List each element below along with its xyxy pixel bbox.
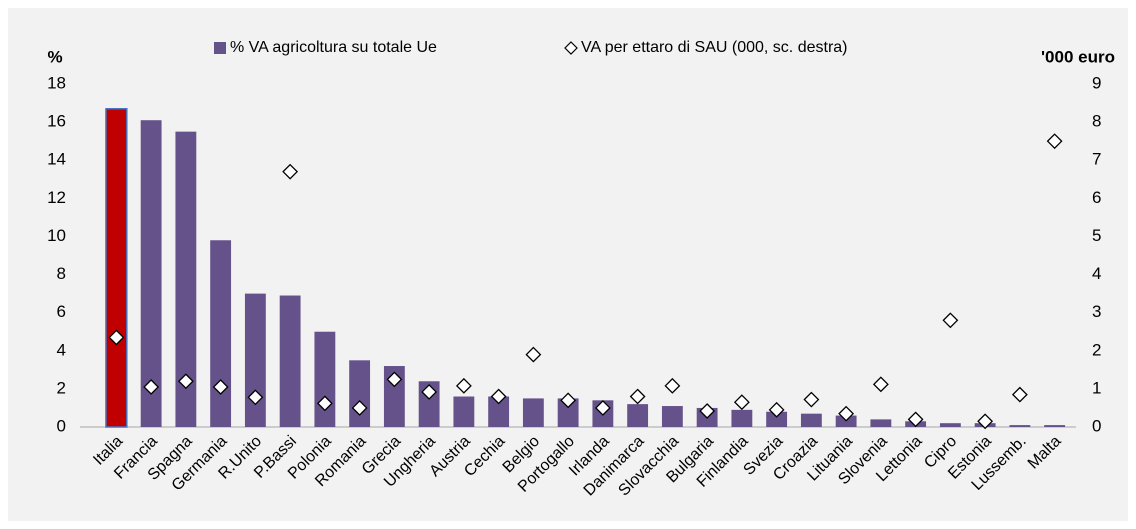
marker: [629, 388, 646, 405]
y2-tick-label: 7: [1092, 150, 1101, 169]
y-tick-label: 16: [47, 112, 66, 131]
marker: [316, 395, 333, 412]
bar: [1009, 425, 1031, 427]
marker: [872, 376, 889, 393]
bar: [766, 411, 788, 427]
bar: [1044, 425, 1066, 427]
bar: [800, 413, 822, 427]
y-tick-label: 0: [57, 416, 66, 435]
marker: [1011, 386, 1028, 403]
y-tick-label: 12: [47, 188, 66, 207]
marker: [1046, 133, 1063, 150]
marker: [977, 413, 994, 430]
bar: [279, 295, 301, 427]
legend-label: % VA agricoltura su totale Ue: [230, 39, 437, 56]
y2-tick-label: 2: [1092, 340, 1101, 359]
y-tick-label: 18: [47, 73, 66, 92]
marker: [108, 329, 125, 346]
bar: [522, 398, 544, 427]
legend-label: VA per ettaro di SAU (000, sc. destra): [581, 39, 848, 56]
y-axis-label: %: [47, 47, 62, 66]
bar: [731, 409, 753, 427]
bar: [244, 293, 266, 427]
marker: [455, 377, 472, 394]
legend-swatch: [214, 42, 226, 54]
y-tick-label: 2: [57, 378, 66, 397]
bar: [314, 331, 336, 427]
marker: [212, 379, 229, 395]
marker: [386, 371, 403, 388]
marker: [177, 373, 194, 390]
y2-tick-label: 3: [1092, 302, 1101, 321]
y-tick-label: 8: [57, 264, 66, 283]
bar: [661, 406, 683, 427]
y2-axis-label: '000 euro: [1041, 47, 1115, 66]
y2-tick-label: 4: [1092, 264, 1101, 283]
bar: [349, 360, 371, 427]
marker: [838, 405, 855, 422]
bar: [488, 396, 510, 427]
marker: [421, 384, 438, 400]
y2-tick-label: 8: [1092, 112, 1101, 131]
marker: [664, 377, 681, 394]
bar: [557, 398, 579, 427]
marker: [247, 389, 264, 406]
bar: [210, 240, 232, 427]
legend-swatch: [564, 41, 578, 55]
marker: [768, 401, 785, 418]
marker: [942, 312, 959, 329]
marker: [907, 411, 924, 428]
bar: [870, 419, 892, 427]
y2-tick-label: 9: [1092, 73, 1101, 92]
bar: [105, 108, 128, 428]
y2-tick-label: 1: [1092, 378, 1101, 397]
marker: [803, 391, 820, 408]
y-tick-label: 4: [57, 340, 66, 359]
y-tick-label: 10: [47, 226, 66, 245]
y2-tick-label: 0: [1092, 416, 1101, 435]
y-tick-label: 6: [57, 302, 66, 321]
marker: [560, 392, 577, 409]
bar: [453, 396, 475, 427]
marker: [143, 379, 160, 395]
bar: [939, 423, 961, 427]
marker: [282, 163, 299, 180]
y-tick-label: 14: [47, 150, 66, 169]
marker: [351, 400, 368, 416]
bar: [627, 404, 649, 427]
marker: [699, 403, 716, 419]
y2-tick-label: 6: [1092, 188, 1101, 207]
bar: [140, 120, 162, 427]
marker: [733, 394, 750, 411]
bar: [175, 131, 197, 427]
marker: [525, 346, 542, 363]
marker: [490, 388, 507, 405]
marker: [594, 400, 611, 416]
y2-tick-label: 5: [1092, 226, 1101, 245]
